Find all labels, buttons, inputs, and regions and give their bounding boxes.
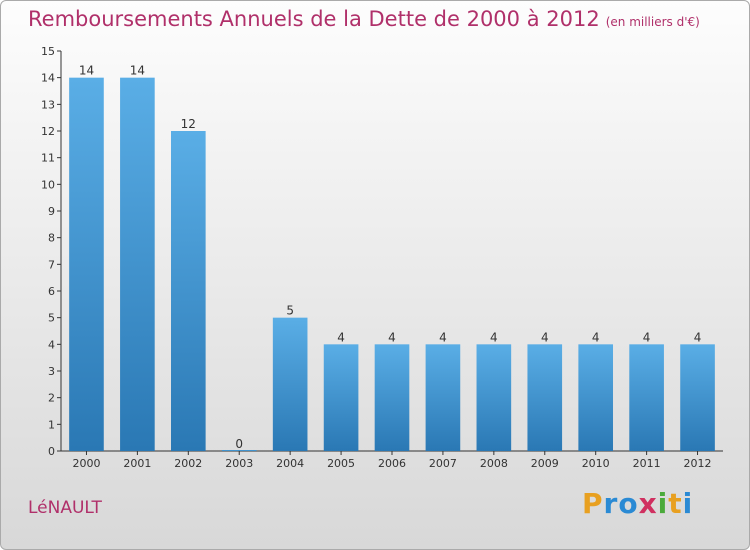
x-tick-label: 2005 (327, 457, 355, 470)
value-label-2006: 4 (388, 330, 396, 344)
logo-letter: i (682, 487, 694, 520)
y-tick-label: 1 (48, 418, 55, 431)
y-tick-label: 3 (48, 365, 55, 378)
value-label-2009: 4 (541, 330, 549, 344)
bar-2000 (69, 77, 104, 452)
bar-2011 (629, 344, 664, 451)
x-tick-label: 2004 (276, 457, 304, 470)
bar-2003 (221, 450, 257, 451)
bar-2010 (578, 344, 614, 451)
x-tick-label: 2000 (72, 457, 100, 470)
y-tick-label: 12 (41, 125, 55, 138)
logo-letter: x (638, 487, 658, 520)
value-label-2011: 4 (643, 330, 651, 344)
y-tick-label: 0 (48, 445, 55, 458)
bar-2002 (170, 131, 206, 451)
y-tick-label: 2 (48, 392, 55, 405)
x-tick-label: 2003 (225, 457, 253, 470)
x-axis: 2000 2001 2002 2003 2004 2005 2006 2007 2008 2009… (61, 450, 723, 470)
chart-subtitle: (en milliers d'€) (605, 15, 700, 29)
bar-2005 (323, 344, 359, 451)
bar-2004 (272, 317, 308, 451)
x-tick-label: 2007 (429, 457, 457, 470)
y-tick-label: 9 (48, 205, 55, 218)
bar-2012 (680, 344, 715, 451)
value-label-2005: 4 (337, 330, 345, 344)
value-label-2004: 5 (286, 304, 294, 318)
proxiti-logo: Proxiti (582, 487, 693, 520)
x-tick-label: 2001 (123, 457, 151, 470)
bar-2009 (527, 344, 563, 451)
logo-letter: i (657, 487, 669, 520)
value-label-2008: 4 (490, 330, 498, 344)
y-tick-label: 4 (48, 338, 55, 351)
bar-2001 (120, 77, 155, 452)
logo-letter: o (618, 487, 639, 520)
logo-letter: r (603, 487, 619, 520)
y-tick-label: 10 (41, 178, 55, 191)
y-tick-label: 13 (41, 98, 55, 111)
y-tick-label: 8 (48, 232, 55, 245)
logo-letter: t (668, 487, 683, 520)
value-label-2002: 12 (181, 117, 196, 131)
bar-2007 (425, 344, 461, 451)
x-tick-label: 2010 (582, 457, 610, 470)
value-label-2001: 14 (130, 64, 145, 78)
bar-2008 (476, 344, 512, 451)
x-tick-label: 2011 (633, 457, 661, 470)
bar-2006 (374, 344, 410, 451)
x-tick-label: 2009 (531, 457, 559, 470)
y-tick-label: 15 (41, 45, 55, 58)
commune-name: LéNAULT (28, 498, 102, 518)
y-tick-label: 5 (48, 312, 55, 325)
y-tick-label: 6 (48, 285, 55, 298)
y-tick-label: 14 (41, 72, 55, 85)
value-label-2010: 4 (592, 330, 600, 344)
y-tick-label: 7 (48, 258, 55, 271)
value-label-2007: 4 (439, 330, 447, 344)
value-label-2003: 0 (235, 437, 243, 451)
chart-title: Remboursements Annuels de la Dette de 20… (28, 7, 700, 31)
logo-letter: P (582, 487, 604, 520)
value-label-2000: 14 (79, 64, 94, 78)
x-tick-label: 2012 (684, 457, 712, 470)
chart-title-text: Remboursements Annuels de la Dette de 20… (28, 7, 600, 31)
bars (69, 77, 715, 452)
y-tick-label: 11 (41, 152, 55, 165)
value-labels: 14 14 12 0 5 4 4 4 4 4 4 4 4 (79, 64, 702, 451)
x-tick-label: 2006 (378, 457, 406, 470)
value-label-2012: 4 (694, 330, 702, 344)
x-tick-label: 2002 (174, 457, 202, 470)
x-tick-label: 2008 (480, 457, 508, 470)
